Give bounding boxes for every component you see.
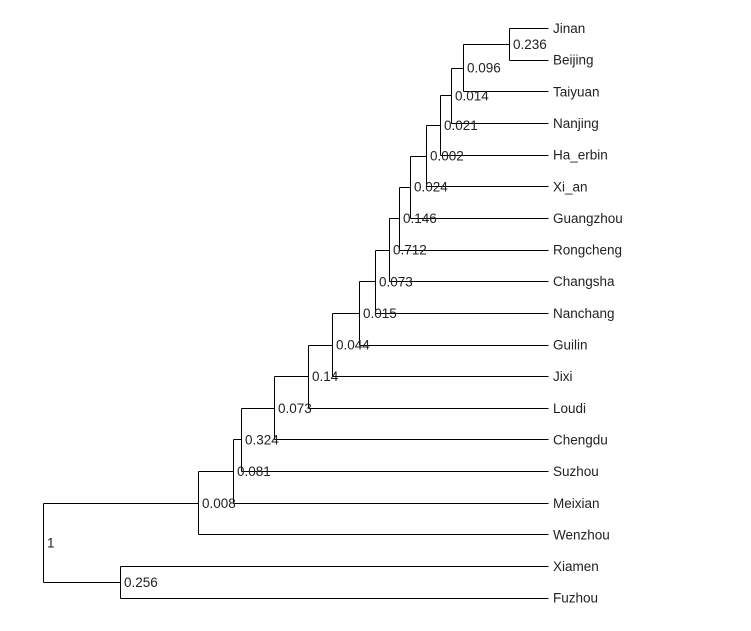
node-label-n_xian: 0.002 — [430, 149, 464, 164]
node-label-n_loudi: 0.14 — [312, 369, 339, 384]
node-label-n_nanchang: 0.073 — [379, 274, 413, 289]
leaf-label-wenzhou: Wenzhou — [553, 527, 610, 542]
leaf-label-guilin: Guilin — [553, 338, 588, 353]
node-label-n_rongcheng: 0.146 — [403, 211, 437, 226]
node-label-n_chengdu: 0.073 — [278, 401, 312, 416]
node-label-n_taiyuan: 0.096 — [467, 61, 501, 76]
leaf-label-guangzhou: Guangzhou — [553, 211, 623, 226]
leaf-label-loudi: Loudi — [553, 401, 586, 416]
node-label-n_suzhou: 0.324 — [245, 432, 279, 447]
node-label-n_guilin: 0.015 — [363, 306, 397, 321]
node-label-n_xiamen_fuzhou: 0.256 — [124, 575, 158, 590]
node-label-n_changsha: 0.712 — [393, 243, 427, 258]
leaf-label-chengdu: Chengdu — [553, 432, 608, 447]
node-label-n_nanjing: 0.014 — [455, 88, 489, 103]
leaf-label-nanchang: Nanchang — [553, 306, 615, 321]
node-label-n_guangzhou: 0.024 — [414, 180, 448, 195]
leaf-label-jixi: Jixi — [553, 369, 573, 384]
leaf-label-beijing: Beijing — [553, 53, 594, 68]
leaf-label-ha_erbin: Ha_erbin — [553, 148, 608, 163]
leaf-label-changsha: Changsha — [553, 274, 615, 289]
node-label-root: 1 — [47, 535, 55, 550]
node-label-n_wenzhou: 0.008 — [202, 496, 236, 511]
leaf-label-taiyuan: Taiyuan — [553, 84, 600, 99]
node-label-n_jinan_beijing: 0.236 — [513, 37, 547, 52]
node-label-n_meixian: 0.081 — [237, 464, 271, 479]
leaf-label-meixian: Meixian — [553, 496, 600, 511]
node-label-n_jixi: 0.044 — [336, 338, 370, 353]
branches — [43, 28, 549, 599]
leaf-label-suzhou: Suzhou — [553, 464, 599, 479]
leaf-label-jinan: Jinan — [553, 21, 585, 36]
leaf-labels: Jinan Beijing Taiyuan Nanjing Ha_erbin Xi_an G… — [553, 21, 623, 606]
leaf-label-rongcheng: Rongcheng — [553, 243, 622, 258]
leaf-label-fuzhou: Fuzhou — [553, 591, 598, 606]
leaf-label-xiamen: Xiamen — [553, 559, 599, 574]
leaf-label-nanjing: Nanjing — [553, 116, 599, 131]
node-label-n_haerbin: 0.021 — [444, 118, 478, 133]
node-labels: 0.236 0.096 0.014 0.021 0.002 0.024 0.146 0.712… — [47, 37, 547, 590]
leaf-label-xi_an: Xi_an — [553, 179, 588, 194]
